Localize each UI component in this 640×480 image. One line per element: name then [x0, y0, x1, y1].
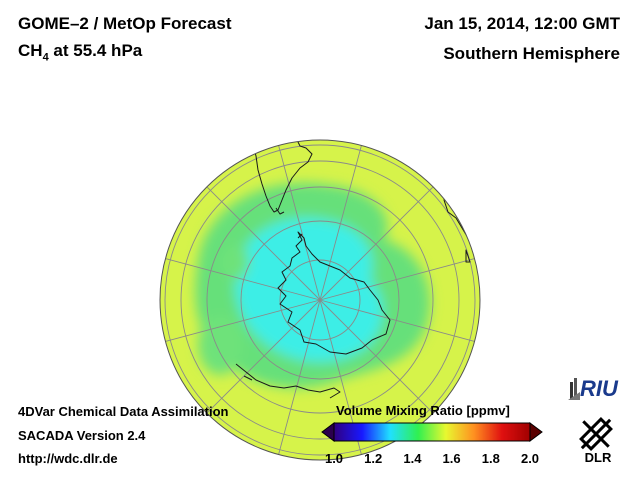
colorbar-gradient	[333, 422, 531, 442]
riu-logo-text: RIU	[580, 376, 619, 401]
species-pressure: at 55.4 hPa	[48, 41, 143, 60]
forecast-datetime: Jan 15, 2014, 12:00 GMT	[424, 14, 620, 33]
footer-line-url: http://wdc.dlr.de	[18, 451, 118, 466]
meridian-line	[165, 258, 321, 301]
colorbar-tick-label: 1.2	[364, 451, 383, 466]
meridian-line	[278, 145, 321, 301]
colorbar-tick-label: 1.6	[442, 451, 461, 466]
australia-coastline	[235, 363, 341, 399]
riu-logo: RIU	[568, 376, 619, 401]
dlr-logo-text: DLR	[585, 450, 612, 465]
meridian-line	[319, 186, 434, 301]
colorbar-tick-label: 2.0	[520, 451, 540, 466]
meridian-line	[206, 186, 321, 301]
globe-outline	[159, 139, 481, 461]
colorbar-tick-label: 1.8	[481, 451, 500, 466]
footer-line-assimilation: 4DVar Chemical Data Assimilation	[18, 404, 229, 419]
species-subscript: 4	[42, 51, 49, 64]
meridian-line	[319, 299, 475, 342]
field-layer	[160, 140, 480, 460]
colorbar-tick-label: 1.0	[324, 451, 344, 466]
colorbar-title: Volume Mixing Ratio [ppmv]	[336, 403, 510, 418]
south-america-coastline	[238, 140, 313, 213]
colorbar-high-arrow	[529, 422, 543, 442]
hemisphere-label: Southern Hemisphere	[443, 44, 620, 63]
meridian-line	[319, 299, 434, 414]
dlr-logo: DLR	[579, 417, 613, 465]
meridian-line	[319, 145, 362, 301]
colorbar-low-arrow	[321, 422, 335, 442]
colorbar-tick-label: 1.4	[403, 451, 422, 466]
footer-line-version: SACADA Version 2.4	[18, 428, 146, 443]
madagascar-coastline	[465, 249, 471, 263]
species-label: CH4 at 55.4 hPa	[18, 41, 142, 63]
antarctica-coastline	[277, 231, 391, 355]
map-title: GOME–2 / MetOp Forecast	[18, 14, 232, 33]
meridian-line	[206, 299, 321, 414]
colorbar	[321, 422, 543, 442]
meridian-line	[319, 258, 475, 301]
species-formula: CH	[18, 41, 43, 60]
meridian-line	[278, 299, 321, 455]
graticule	[164, 144, 476, 456]
meridian-line	[165, 299, 321, 342]
